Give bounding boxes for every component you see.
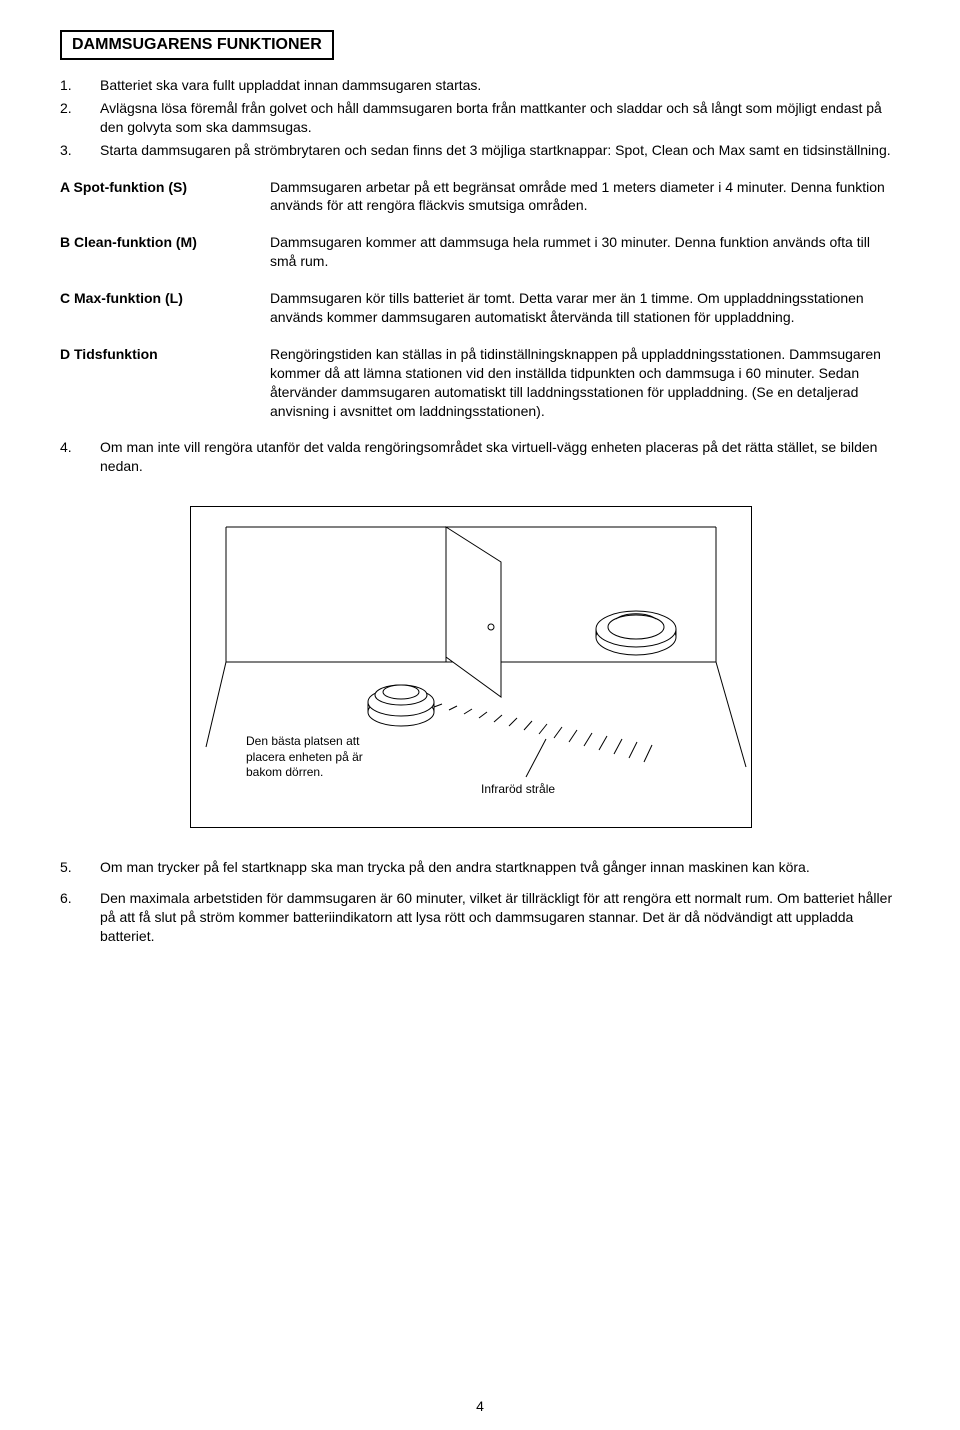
function-desc: Dammsugaren arbetar på ett begränsat omr…	[270, 178, 900, 216]
list-2: 5. Om man trycker på fel startknapp ska …	[60, 858, 900, 946]
list-text: Om man trycker på fel startknapp ska man…	[100, 858, 900, 877]
list-number: 6.	[60, 889, 100, 946]
figure-caption-infrared: Infraröd stråle	[481, 782, 555, 798]
list-text: Den maximala arbetstiden för dammsugaren…	[100, 889, 900, 946]
list-item: 2. Avlägsna lösa föremål från golvet och…	[60, 99, 900, 137]
list-number: 4.	[60, 438, 100, 476]
function-label: C Max-funktion (L)	[60, 289, 270, 327]
figure: Den bästa platsen att placera enheten på…	[190, 506, 900, 828]
function-row: C Max-funktion (L) Dammsugaren kör tills…	[60, 289, 900, 327]
function-desc: Dammsugaren kör tills batteriet är tomt.…	[270, 289, 900, 327]
function-desc: Rengöringstiden kan ställas in på tidins…	[270, 345, 900, 421]
list-item: 4. Om man inte vill rengöra utanför det …	[60, 438, 900, 476]
list-text: Batteriet ska vara fullt uppladdat innan…	[100, 76, 900, 95]
functions-block: A Spot-funktion (S) Dammsugaren arbetar …	[60, 178, 900, 421]
page: DAMMSUGARENS FUNKTIONER 1. Batteriet ska…	[0, 0, 960, 1430]
list-item: 5. Om man trycker på fel startknapp ska …	[60, 858, 900, 877]
figure-border: Den bästa platsen att placera enheten på…	[190, 506, 752, 828]
list-item: 6. Den maximala arbetstiden för dammsuga…	[60, 889, 900, 946]
list-number: 3.	[60, 141, 100, 160]
function-desc: Dammsugaren kommer att dammsuga hela rum…	[270, 233, 900, 271]
function-label: D Tidsfunktion	[60, 345, 270, 421]
list-number: 1.	[60, 76, 100, 95]
function-row: B Clean-funktion (M) Dammsugaren kommer …	[60, 233, 900, 271]
function-label: A Spot-funktion (S)	[60, 178, 270, 216]
function-label: B Clean-funktion (M)	[60, 233, 270, 271]
list-text: Starta dammsugaren på strömbrytaren och …	[100, 141, 900, 160]
function-row: A Spot-funktion (S) Dammsugaren arbetar …	[60, 178, 900, 216]
page-number: 4	[0, 1398, 960, 1414]
list-item: 1. Batteriet ska vara fullt uppladdat in…	[60, 76, 900, 95]
list-number: 2.	[60, 99, 100, 137]
list-text: Avlägsna lösa föremål från golvet och hå…	[100, 99, 900, 137]
list-item: 3. Starta dammsugaren på strömbrytaren o…	[60, 141, 900, 160]
figure-caption-placement: Den bästa platsen att placera enheten på…	[246, 734, 396, 781]
list-number: 5.	[60, 858, 100, 877]
list-item4: 4. Om man inte vill rengöra utanför det …	[60, 438, 900, 476]
function-row: D Tidsfunktion Rengöringstiden kan ställ…	[60, 345, 900, 421]
list-1: 1. Batteriet ska vara fullt uppladdat in…	[60, 76, 900, 160]
section-title: DAMMSUGARENS FUNKTIONER	[60, 30, 334, 60]
list-text: Om man inte vill rengöra utanför det val…	[100, 438, 900, 476]
